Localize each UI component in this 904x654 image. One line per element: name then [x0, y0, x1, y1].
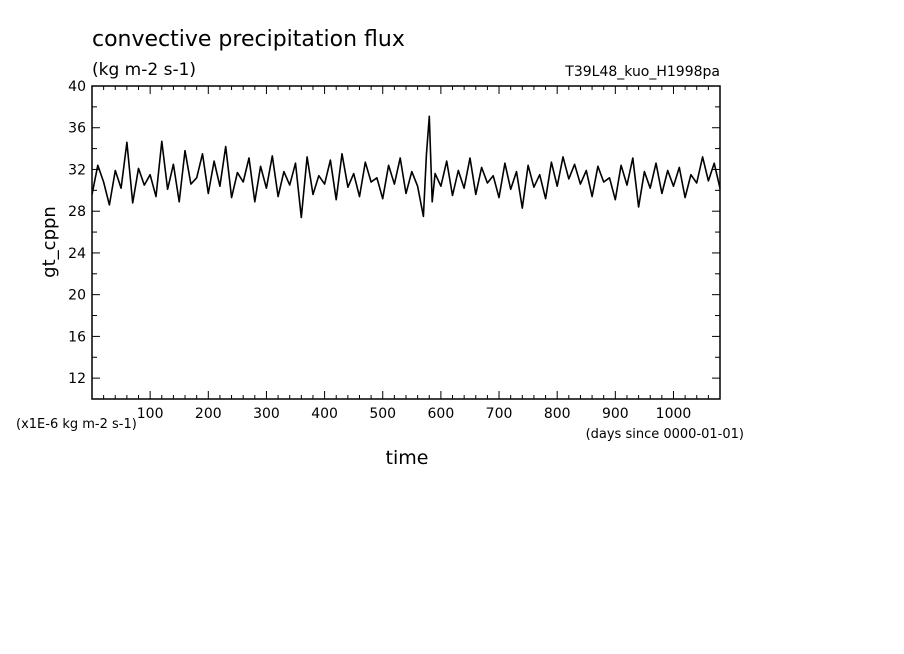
y-tick-label: 24 [68, 246, 86, 262]
y-tick-label: 36 [68, 121, 86, 137]
x-tick-label: 500 [369, 406, 396, 422]
x-tick-label: 200 [195, 406, 222, 422]
x-tick-label: 600 [428, 406, 455, 422]
y-axis-label: gt_cppn [39, 206, 60, 278]
experiment-label: T39L48_kuo_H1998pa [564, 64, 720, 80]
y-axis: 12 16 20 24 28 32 36 40 [68, 79, 720, 400]
x-tick-label: 100 [137, 406, 164, 422]
x-tick-label: 900 [602, 406, 629, 422]
x-units-label: (days since 0000-01-01) [586, 427, 744, 442]
series-line [91, 115, 721, 219]
x-axis: 100 200 300 400 500 600 700 800 900 1000 [103, 86, 709, 422]
y-scale-note: (x1E-6 kg m-2 s-1) [16, 417, 137, 432]
y-tick-label: 28 [68, 204, 86, 220]
x-tick-label: 800 [544, 406, 571, 422]
chart-subtitle: (kg m-2 s-1) [92, 60, 196, 80]
chart-title: convective precipitation flux [92, 27, 405, 52]
x-tick-label: 1000 [656, 406, 692, 422]
plot-frame [91, 85, 721, 400]
x-axis-label: time [386, 447, 429, 469]
x-tick-label: 300 [253, 406, 280, 422]
y-tick-label: 20 [68, 288, 86, 304]
y-tick-label: 16 [68, 329, 86, 345]
y-tick-label: 40 [68, 79, 86, 95]
x-tick-label: 700 [486, 406, 513, 422]
x-tick-label: 400 [311, 406, 338, 422]
y-tick-label: 32 [68, 162, 86, 178]
y-tick-label: 12 [68, 371, 86, 387]
